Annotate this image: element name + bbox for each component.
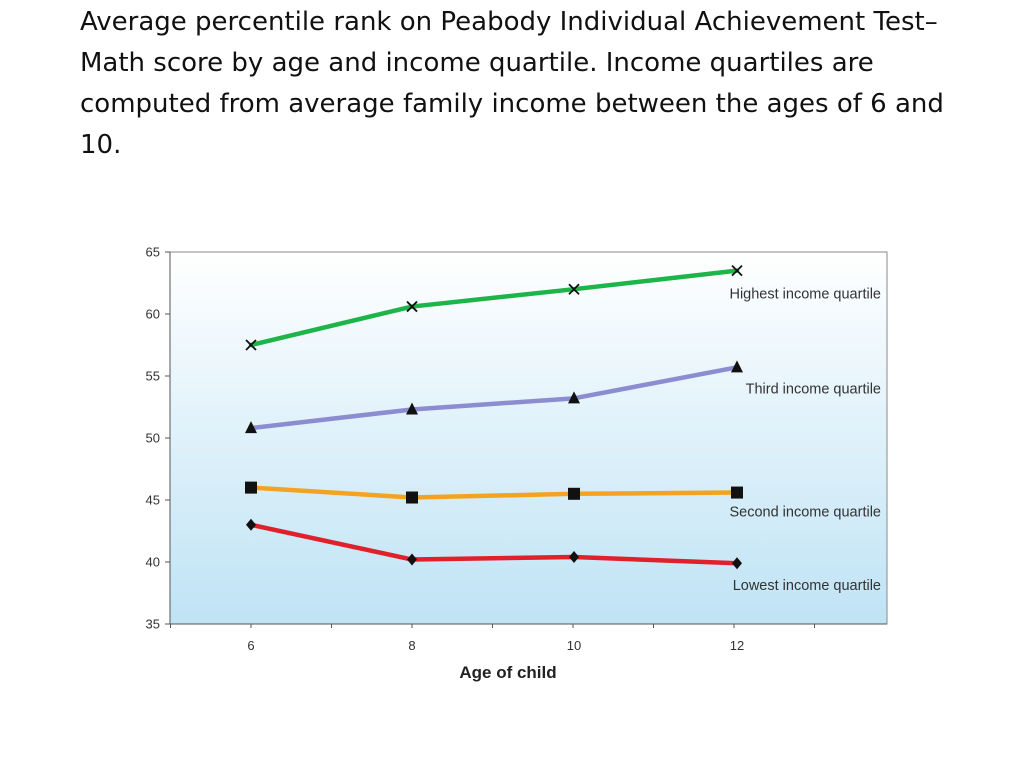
x-axis-ticks: 6 8 10 12 [170,624,815,653]
y-axis-ticks: 35 40 45 50 55 60 65 [146,245,170,632]
y-tick-label: 45 [146,493,160,508]
x-axis-title: Age of child [459,663,556,682]
data-point [732,557,742,570]
plot-area [169,251,888,625]
y-tick-label: 35 [146,617,160,632]
data-point [569,551,579,564]
y-tick-label: 40 [146,555,160,570]
series-group: Highest income quartile Third income quar… [245,264,881,594]
data-point [245,339,257,351]
series-triangle: Third income quartile [245,360,881,434]
series-line [248,522,740,566]
series-line [248,365,740,431]
data-point [406,491,418,504]
data-point [245,421,257,434]
data-point [731,264,743,277]
data-point [568,487,580,500]
data-point [406,402,418,415]
y-tick-label: 50 [146,431,160,446]
x-tick-label: 10 [567,638,581,653]
series-label: Lowest income quartile [733,578,881,594]
x-tick-label: 12 [730,638,744,653]
data-point [245,481,257,494]
data-point [246,518,256,531]
data-point [731,360,743,373]
y-tick-label: 55 [146,369,160,384]
series-label: Highest income quartile [729,287,881,303]
series-line [248,485,740,500]
slide-title: Average percentile rank on Peabody Indiv… [80,7,944,160]
x-tick-label: 8 [408,638,415,653]
series-line [248,268,740,348]
series-diamond: Lowest income quartile [246,518,881,594]
data-point [568,283,580,295]
series-x: Highest income quartile [245,264,881,351]
series-square: Second income quartile [245,481,881,521]
data-point [568,391,580,404]
series-label: Third income quartile [746,381,881,397]
data-point [406,300,418,313]
data-point [731,486,743,499]
data-point [407,553,417,566]
y-tick-label: 60 [146,307,160,322]
y-tick-label: 65 [146,245,160,260]
x-tick-label: 6 [247,638,254,653]
series-label: Second income quartile [729,505,881,521]
